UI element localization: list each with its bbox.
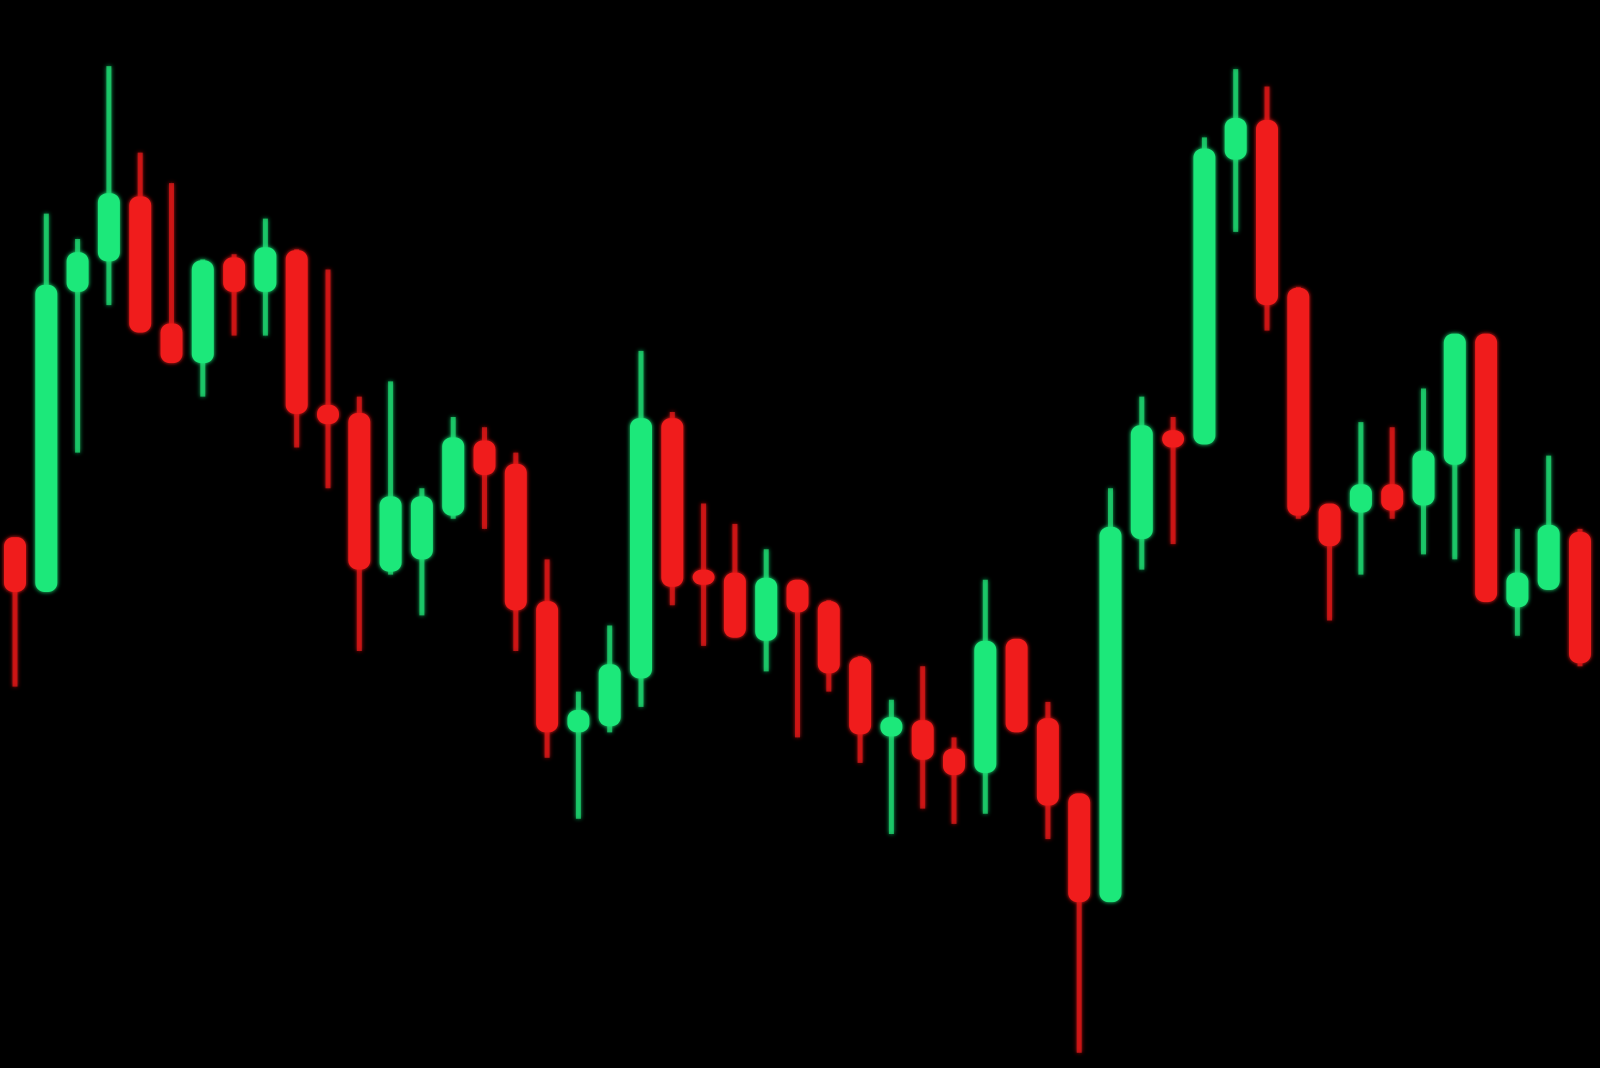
candle-body [254, 247, 277, 292]
candle-body [786, 579, 809, 613]
candle-body [1349, 484, 1372, 513]
candle-body [723, 572, 746, 638]
candle-body [1506, 572, 1529, 608]
candle-body [1099, 526, 1122, 903]
candle-body [536, 601, 559, 733]
candle-body [849, 657, 872, 735]
candle-body [4, 537, 26, 592]
candle-body [1068, 793, 1091, 903]
candle-body [880, 717, 903, 737]
candle-body [1224, 118, 1247, 160]
plot-area [4, 66, 1591, 1053]
candle-body [191, 260, 214, 364]
candle-body [1381, 484, 1404, 511]
candle-body [1443, 333, 1466, 465]
candle-body [1036, 718, 1059, 806]
candle-body [1162, 430, 1185, 448]
candle-body [598, 664, 621, 727]
candle-body [1287, 287, 1310, 516]
candle-body [97, 193, 120, 262]
candle-body [410, 496, 433, 560]
candle-body [1537, 524, 1560, 590]
candle-body [911, 720, 934, 760]
candle-body [567, 710, 590, 733]
candle-body [129, 196, 152, 333]
candle-body [817, 601, 840, 674]
candle-body [35, 284, 58, 592]
candle-body [1130, 425, 1153, 540]
candle-body [442, 437, 465, 516]
candle-body [755, 577, 778, 641]
candle-body [223, 257, 246, 292]
candle-body [692, 569, 715, 585]
candle-body [379, 496, 402, 572]
candle-body [943, 748, 965, 776]
candle-body [317, 404, 339, 425]
candle-body [1005, 638, 1028, 733]
candle-body [1318, 503, 1341, 547]
candle-body [504, 463, 527, 611]
candle-body [974, 640, 997, 773]
candle-body [348, 412, 371, 570]
candle-body [1569, 532, 1591, 664]
candle-body [473, 440, 496, 475]
candle-body [285, 250, 308, 414]
candle-body [1256, 120, 1278, 306]
candle-body [1412, 450, 1435, 506]
candle-body [1193, 148, 1216, 445]
candle-body [1475, 333, 1498, 603]
candle-body [160, 323, 183, 364]
candle-body [661, 418, 684, 587]
candle-body [630, 418, 652, 679]
candle-body [66, 252, 89, 292]
